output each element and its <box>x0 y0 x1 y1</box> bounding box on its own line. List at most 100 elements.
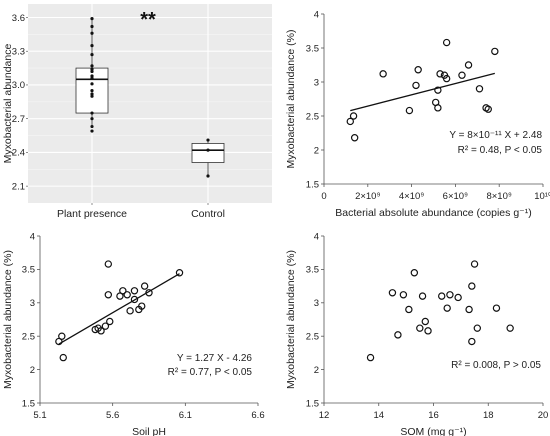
data-point <box>126 307 134 315</box>
y-tick-label: 2.5 <box>306 332 319 343</box>
y-tick-label: 3.6 <box>12 13 25 24</box>
data-point <box>90 92 94 96</box>
data-point <box>405 106 414 115</box>
data-point <box>90 69 94 74</box>
data-point <box>464 61 473 69</box>
x-axis-label: Bacterial absolute abundance (copies g⁻¹… <box>335 207 531 219</box>
box <box>191 143 225 163</box>
data-point <box>58 332 66 340</box>
y-tick-label: 3.5 <box>306 43 319 54</box>
data-point <box>90 64 94 68</box>
data-point <box>90 24 94 29</box>
data-point <box>446 291 454 299</box>
plot-background <box>28 4 272 203</box>
data-point <box>473 324 481 332</box>
data-point <box>130 287 139 295</box>
data-point <box>484 105 492 113</box>
y-axis-label: Myxobacterial abundance <box>2 44 14 164</box>
data-point <box>90 76 94 80</box>
data-point <box>468 337 476 346</box>
data-point <box>414 66 422 74</box>
data-point <box>418 292 427 300</box>
x-axis-label: Soil pH <box>132 426 166 436</box>
data-point <box>454 293 462 302</box>
x-tick-label: 5.1 <box>33 410 46 421</box>
y-tick-label: 3 <box>314 298 319 309</box>
y-tick-label: 4 <box>314 9 319 20</box>
data-point <box>106 317 114 326</box>
data-point <box>175 269 184 277</box>
data-point <box>90 94 94 98</box>
bottom-right-scatter-panel: 1.5 2 2.5 3 3.5 4 12 14 16 18 20 R² = 0.008, P > 0.… <box>285 231 548 436</box>
data-point <box>458 71 466 79</box>
data-point <box>470 260 479 268</box>
data-point <box>442 74 451 83</box>
data-point <box>394 331 402 339</box>
data-point <box>59 353 67 362</box>
data-point <box>416 324 424 332</box>
data-point <box>90 129 94 133</box>
data-point <box>206 148 210 152</box>
y-tick-label: 2 <box>314 145 319 156</box>
data-point <box>140 282 149 290</box>
data-point <box>90 67 94 71</box>
x-tick-label: 20 <box>538 410 549 421</box>
y-tick-label: 4 <box>30 231 35 242</box>
data-point <box>130 295 139 304</box>
regression-line <box>58 273 180 345</box>
data-point <box>90 52 94 57</box>
data-point <box>90 74 94 78</box>
data-point <box>405 305 413 314</box>
data-point <box>104 291 113 299</box>
top-right-scatter-panel: 1.5 2 2.5 3 3.5 4 0 2×10⁹ 4×10⁹ 6×10⁹ 8×10⁹ 10¹⁰ Y =… <box>285 9 550 219</box>
data-point <box>350 134 359 142</box>
x-tick-label: 4×10⁹ <box>399 191 424 202</box>
data-point <box>97 327 105 335</box>
data-point <box>90 17 94 21</box>
y-tick-label: 2.4 <box>12 148 25 159</box>
y-axis-label: Myxobacterial abundance (%) <box>285 250 297 389</box>
data-point <box>442 38 451 47</box>
y-tick-label: 1.5 <box>306 179 319 190</box>
regression-equation: Y = 8×10⁻¹¹ X + 2.48 <box>449 130 542 141</box>
y-tick-label: 3.5 <box>22 265 35 276</box>
x-tick-label: 14 <box>373 410 384 421</box>
data-point <box>366 353 375 362</box>
data-point <box>388 289 397 297</box>
data-point <box>424 327 432 335</box>
x-tick-label: 6.1 <box>179 410 192 421</box>
regression-equation: Y = 1.27 X - 4.26 <box>177 353 253 364</box>
data-point <box>421 317 429 326</box>
significance-label: ** <box>140 9 156 31</box>
data-point <box>90 82 94 86</box>
data-point <box>101 322 110 330</box>
y-tick-label: 1.5 <box>22 398 35 409</box>
regression-line <box>350 72 495 112</box>
x-tick-label: Control <box>191 208 225 220</box>
data-point <box>90 111 94 115</box>
data-point <box>90 88 94 93</box>
y-tick-label: 3.3 <box>12 47 25 58</box>
regression-stats: R² = 0.008, P > 0.05 <box>451 360 541 371</box>
regression-stats: R² = 0.77, P < 0.05 <box>168 367 253 378</box>
data-point <box>119 287 127 295</box>
y-tick-label: 3 <box>314 77 319 88</box>
data-point <box>123 291 131 299</box>
data-point <box>491 47 499 56</box>
data-point <box>90 43 94 48</box>
data-point <box>434 104 442 112</box>
data-point <box>206 138 210 142</box>
y-tick-label: 2.5 <box>306 111 319 122</box>
data-point <box>465 305 473 314</box>
y-axis-label: Myxobacterial abundance (%) <box>2 250 14 389</box>
data-point <box>438 292 446 300</box>
x-tick-label: 12 <box>319 410 330 421</box>
data-point <box>412 81 420 90</box>
data-point <box>104 260 113 268</box>
x-tick-label: 5.6 <box>106 410 119 421</box>
data-point <box>90 124 94 129</box>
x-axis-label: SOM (mg g⁻¹) <box>400 426 466 436</box>
y-tick-label: 3 <box>30 298 35 309</box>
x-tick-label: 2×10⁹ <box>355 191 380 202</box>
